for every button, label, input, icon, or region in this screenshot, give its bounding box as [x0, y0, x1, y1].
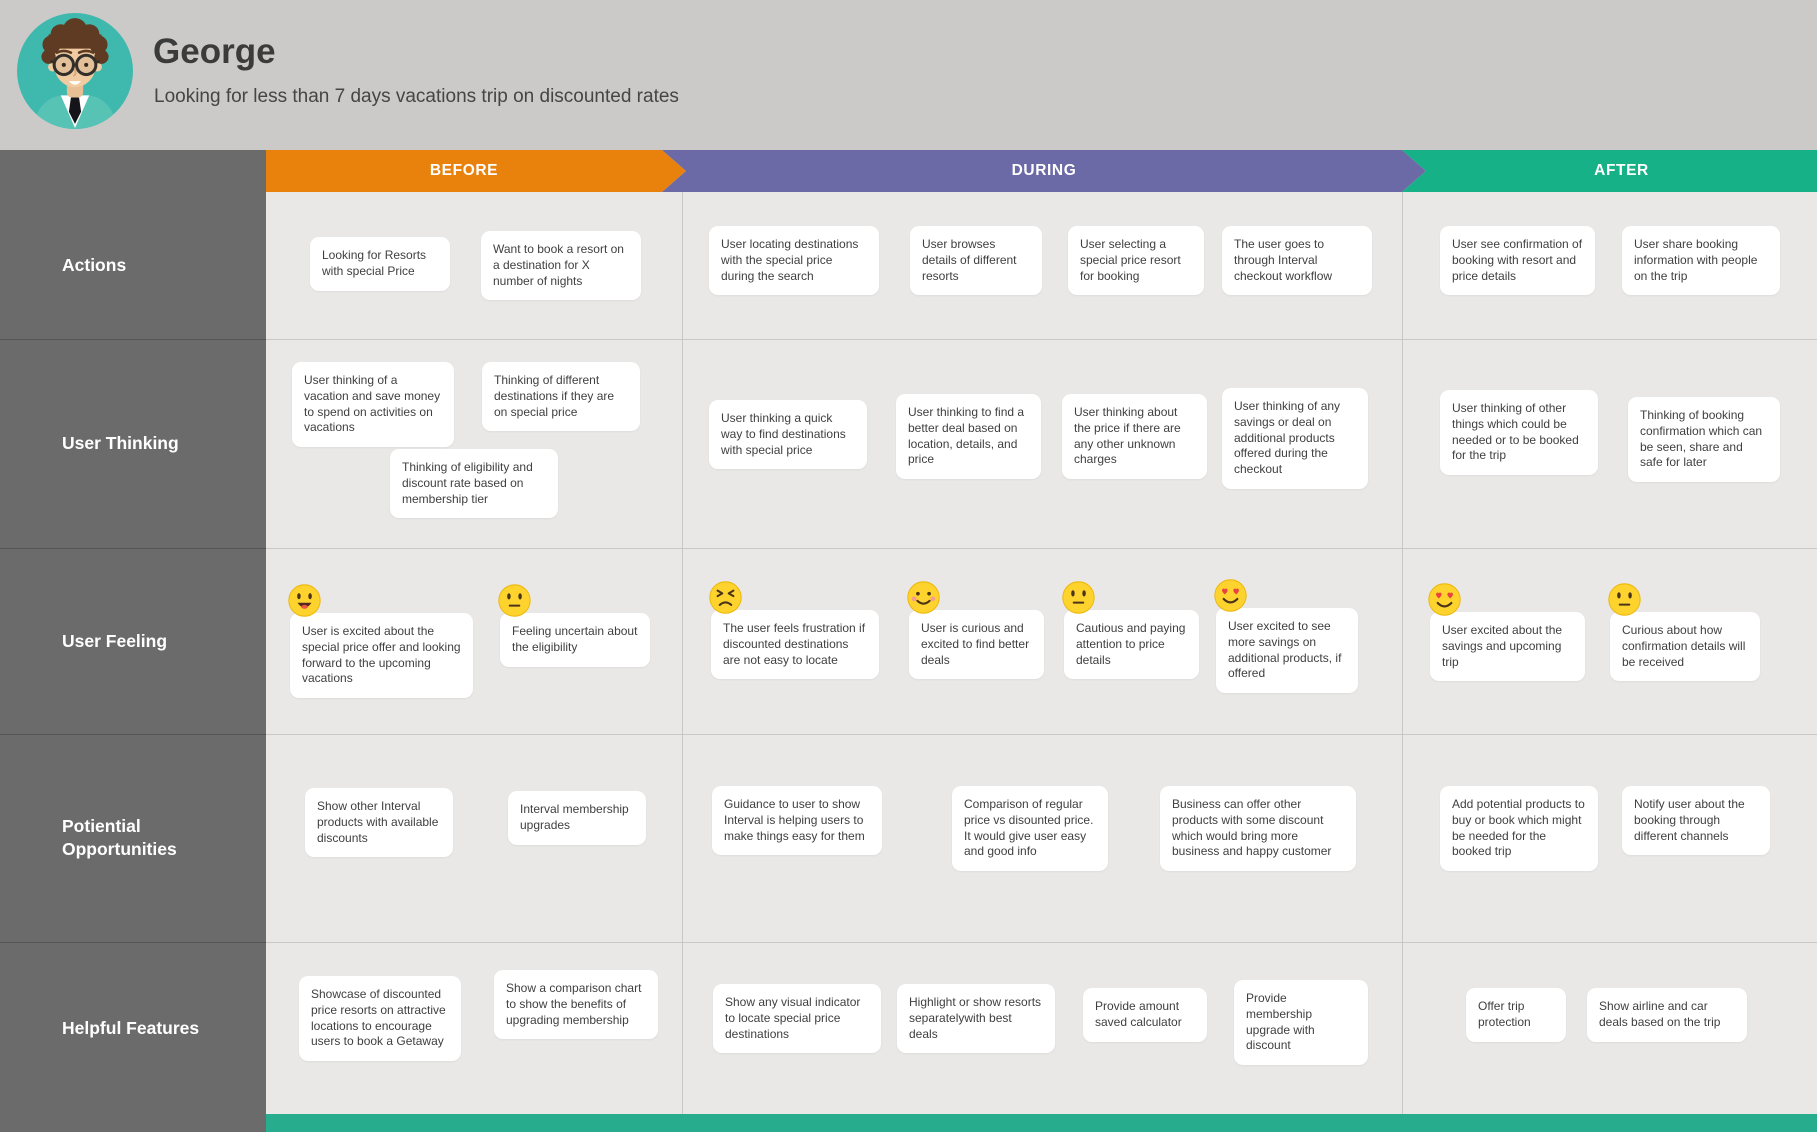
- actions-card: User see confirmation of booking with re…: [1440, 226, 1595, 296]
- row-label-helpful-features: Helpful Features: [62, 1017, 200, 1038]
- user-feeling-card: Feeling uncertain about the eligibility: [500, 613, 650, 667]
- phase-label: AFTER: [1594, 162, 1649, 179]
- user-thinking-card: User thinking to find a better deal base…: [896, 394, 1041, 480]
- user-thinking-card: User thinking of any savings or deal on …: [1222, 388, 1368, 490]
- potiential-opportunities-card: Notify user about the booking through di…: [1622, 786, 1770, 856]
- row-divider: [266, 339, 1817, 340]
- helpful-features-card: Show airline and car deals based on the …: [1587, 988, 1747, 1042]
- row-label-user-feeling: User Feeling: [62, 630, 168, 651]
- helpful-features-card: Showcase of discounted price resorts on …: [299, 976, 461, 1062]
- user-feeling-card: User is excited about the special price …: [290, 613, 473, 699]
- user-feeling-card: The user feels frustration if discounted…: [711, 610, 879, 680]
- row-divider: [266, 548, 1817, 549]
- user-feeling-card: Curious about how confirmation details w…: [1610, 612, 1760, 682]
- actions-card: Want to book a resort on a destination f…: [481, 231, 641, 301]
- heart-eyes-emoji-icon: [1428, 583, 1461, 616]
- helpful-features-card: Provide membership upgrade with discount: [1234, 980, 1368, 1066]
- persona-name: George: [153, 32, 276, 71]
- user-feeling-card: Cautious and paying attention to price d…: [1064, 610, 1199, 680]
- helpful-features-card: Offer trip protection: [1466, 988, 1566, 1042]
- sidebar-divider: [0, 734, 266, 735]
- actions-card: User locating destinations with the spec…: [709, 226, 879, 296]
- persona-header: George Looking for less than 7 days vaca…: [0, 0, 1817, 150]
- actions-card: User selecting a special price resort fo…: [1068, 226, 1204, 296]
- phase-divider: [1402, 192, 1403, 1114]
- user-thinking-card: User thinking of other things which coul…: [1440, 390, 1598, 476]
- user-thinking-card: User thinking a quick way to find destin…: [709, 400, 867, 470]
- user-thinking-card: Thinking of booking confirmation which c…: [1628, 397, 1780, 483]
- potiential-opportunities-card: Interval membership upgrades: [508, 791, 646, 845]
- helpful-features-card: Show any visual indicator to locate spec…: [713, 984, 881, 1054]
- potiential-opportunities-card: Comparison of regular price vs disounted…: [952, 786, 1108, 872]
- phase-header-after: AFTER: [1402, 150, 1817, 192]
- potiential-opportunities-card: Add potential products to buy or book wh…: [1440, 786, 1598, 872]
- helpful-features-card: Provide amount saved calculator: [1083, 988, 1207, 1042]
- neutral-emoji-icon: [498, 584, 531, 617]
- heart-eyes-emoji-icon: [1214, 579, 1247, 612]
- user-feeling-card: User excited about the savings and upcom…: [1430, 612, 1585, 682]
- sidebar-divider: [0, 339, 266, 340]
- user-feeling-card: User is curious and excited to find bett…: [909, 610, 1044, 680]
- sidebar-divider: [0, 942, 266, 943]
- row-divider: [266, 942, 1817, 943]
- actions-card: User browses details of different resort…: [910, 226, 1042, 296]
- actions-card: Looking for Resorts with special Price: [310, 237, 450, 291]
- potiential-opportunities-card: Business can offer other products with s…: [1160, 786, 1356, 872]
- helpful-features-card: Show a comparison chart to show the bene…: [494, 970, 658, 1040]
- persona-description: Looking for less than 7 days vacations t…: [154, 86, 679, 107]
- potiential-opportunities-card: Guidance to user to show Interval is hel…: [712, 786, 882, 856]
- row-label-column: [0, 150, 266, 1132]
- laughing-emoji-icon: [288, 584, 321, 617]
- user-thinking-card: User thinking of a vacation and save mon…: [292, 362, 454, 448]
- persona-avatar-icon: [17, 13, 133, 129]
- sidebar-divider: [0, 548, 266, 549]
- row-label-actions: Actions: [62, 255, 127, 276]
- user-thinking-card: User thinking about the price if there a…: [1062, 394, 1207, 480]
- phase-label: BEFORE: [429, 162, 499, 179]
- footer-accent-bar: [266, 1114, 1817, 1132]
- potiential-opportunities-card: Show other Interval products with availa…: [305, 788, 453, 858]
- neutral-emoji-icon: [1608, 583, 1641, 616]
- phase-divider: [682, 192, 683, 1114]
- phase-header-during: DURING: [662, 150, 1426, 192]
- user-feeling-card: User excited to see more savings on addi…: [1216, 608, 1358, 694]
- row-divider: [266, 734, 1817, 735]
- user-thinking-card: Thinking of eligibility and discount rat…: [390, 449, 558, 519]
- row-label-user-thinking: User Thinking: [62, 433, 179, 454]
- phase-label: DURING: [1011, 162, 1077, 179]
- phase-header-before: BEFORE: [266, 150, 686, 192]
- user-thinking-card: Thinking of different destinations if th…: [482, 362, 640, 432]
- smiling-blush-emoji-icon: [907, 581, 940, 614]
- actions-card: User share booking information with peop…: [1622, 226, 1780, 296]
- row-label-potiential-opportunities: Potiential Opportunities: [62, 816, 177, 859]
- neutral-emoji-icon: [1062, 581, 1095, 614]
- helpful-features-card: Highlight or show resorts separatelywith…: [897, 984, 1055, 1054]
- actions-card: The user goes to through Interval checko…: [1222, 226, 1372, 296]
- frustrated-emoji-icon: [709, 581, 742, 614]
